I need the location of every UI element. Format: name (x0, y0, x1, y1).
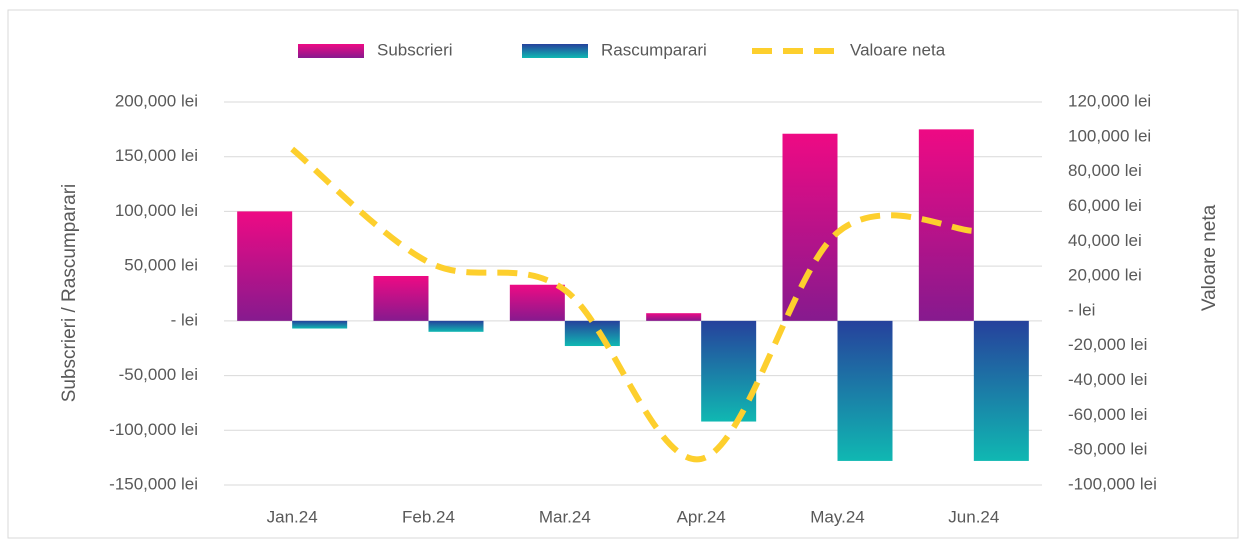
bar (373, 275, 429, 321)
x-tick-label: Apr.24 (677, 507, 726, 526)
bar (973, 320, 1029, 461)
legend-label: Subscrieri (377, 40, 453, 59)
line (290, 146, 975, 462)
bar (646, 313, 702, 321)
y2-axis-title: Valoare neta (1199, 204, 1220, 311)
y2-tick-label: -80,000 lei (1068, 440, 1147, 459)
y2-tick-label: 20,000 lei (1068, 266, 1142, 285)
y2-tick-label: 100,000 lei (1068, 126, 1151, 145)
y2-tick-label: -20,000 lei (1068, 335, 1147, 354)
y2-tick-label: 120,000 lei (1068, 91, 1151, 110)
legend-label: Valoare neta (850, 40, 946, 59)
legend-label: Rascumparari (601, 40, 707, 59)
bar (237, 211, 293, 321)
y2-tick-label: 40,000 lei (1068, 231, 1142, 250)
y-tick-label: - lei (171, 310, 198, 329)
y2-tick-label: -60,000 lei (1068, 405, 1147, 424)
bar (918, 129, 974, 321)
y2-tick-label: -100,000 lei (1068, 474, 1157, 493)
y2-tick-label: - lei (1068, 300, 1095, 319)
bar (564, 320, 620, 347)
y-tick-label: -100,000 lei (109, 420, 198, 439)
y2-tick-label: 80,000 lei (1068, 161, 1142, 180)
bar (837, 320, 893, 461)
bar (701, 320, 757, 422)
y-tick-label: -50,000 lei (119, 365, 198, 384)
y-tick-label: 200,000 lei (115, 91, 198, 110)
y-tick-label: 100,000 lei (115, 201, 198, 220)
y2-tick-label: -40,000 lei (1068, 370, 1147, 389)
x-tick-label: May.24 (810, 507, 865, 526)
legend-swatch (522, 44, 588, 58)
y-tick-label: 50,000 lei (124, 256, 198, 275)
chart-border (7, 9, 1239, 539)
y-tick-label: -150,000 lei (109, 474, 198, 493)
x-tick-label: Feb.24 (402, 507, 455, 526)
legend-swatch (298, 44, 364, 58)
bar (428, 320, 484, 332)
y-tick-label: 150,000 lei (115, 146, 198, 165)
bar (509, 284, 565, 321)
y2-tick-label: 60,000 lei (1068, 196, 1142, 215)
x-tick-label: Jan.24 (267, 507, 318, 526)
bar (292, 320, 348, 329)
x-tick-label: Mar.24 (539, 507, 591, 526)
x-tick-label: Jun.24 (948, 507, 999, 526)
y-axis-title: Subscrieri / Rascumparari (59, 184, 80, 403)
bar (782, 133, 838, 321)
